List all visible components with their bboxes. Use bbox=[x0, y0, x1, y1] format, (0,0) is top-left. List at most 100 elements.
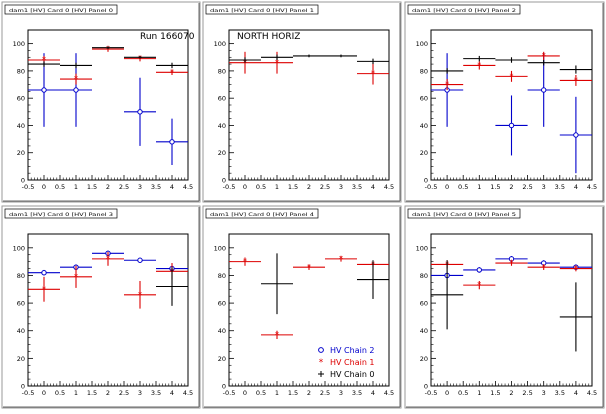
pad-frame bbox=[404, 1, 605, 203]
y-tick-label: 0 bbox=[222, 383, 226, 391]
x-tick-label: 0.5 bbox=[55, 183, 65, 191]
y-tick-label: 40 bbox=[420, 327, 428, 335]
x-tick-label: 0.5 bbox=[458, 183, 468, 191]
y-tick-label: 80 bbox=[420, 272, 428, 280]
series-0-marker bbox=[476, 267, 482, 273]
series-1-marker: * bbox=[510, 259, 514, 268]
x-tick-label: 1.5 bbox=[87, 183, 97, 191]
x-tick-label: 2.5 bbox=[522, 183, 532, 191]
x-tick-label: 1.5 bbox=[87, 389, 97, 397]
y-tick-label: 80 bbox=[218, 272, 226, 280]
series-1-marker: * bbox=[42, 56, 46, 65]
series-1-marker: * bbox=[275, 330, 279, 339]
x-tick-label: 0 bbox=[243, 183, 247, 191]
x-tick-label: 3.5 bbox=[151, 183, 161, 191]
x-tick-label: 1 bbox=[275, 183, 279, 191]
x-tick-label: 0 bbox=[445, 389, 449, 397]
x-tick-label: 0.5 bbox=[55, 389, 65, 397]
x-tick-label: -0.5 bbox=[22, 389, 35, 397]
y-tick-label: 80 bbox=[218, 67, 226, 75]
series-0-marker bbox=[573, 132, 579, 138]
y-tick-label: 0 bbox=[222, 177, 226, 185]
x-tick-label: 1.5 bbox=[288, 183, 298, 191]
legend-label: HV Chain 0 bbox=[330, 370, 375, 379]
series-1-marker: * bbox=[106, 45, 110, 54]
series-0-marker bbox=[169, 139, 175, 145]
plot-title: dam1 [HV] Card 0 [HV] Panel 0 bbox=[9, 8, 114, 13]
x-tick-label: 4.5 bbox=[183, 389, 193, 397]
x-tick-label: 4.5 bbox=[183, 183, 193, 191]
x-tick-label: 2 bbox=[307, 389, 311, 397]
x-tick-label: 2 bbox=[106, 389, 110, 397]
y-tick-label: 40 bbox=[420, 122, 428, 130]
y-tick-label: 20 bbox=[17, 149, 25, 157]
x-tick-label: 3 bbox=[138, 389, 142, 397]
y-tick-label: 100 bbox=[416, 40, 428, 48]
x-tick-label: 4.5 bbox=[384, 183, 394, 191]
pad-5: dam1 [HV] Card 0 [HV] Panel 402040608010… bbox=[202, 205, 402, 409]
x-tick-label: 4 bbox=[170, 183, 174, 191]
x-tick-label: 0 bbox=[42, 183, 46, 191]
title-box bbox=[407, 208, 521, 219]
x-tick-label: 3 bbox=[542, 389, 546, 397]
y-tick-label: 100 bbox=[214, 40, 226, 48]
y-tick-label: 40 bbox=[17, 122, 25, 130]
pad-frame bbox=[202, 205, 402, 409]
x-tick-label: 4 bbox=[574, 389, 578, 397]
x-tick-label: 3.5 bbox=[555, 389, 565, 397]
x-tick-label: 3.5 bbox=[555, 183, 565, 191]
series-1-marker: * bbox=[339, 254, 343, 263]
x-tick-label: 2.5 bbox=[119, 183, 129, 191]
x-tick-label: 2.5 bbox=[119, 389, 129, 397]
title-box bbox=[205, 208, 319, 219]
y-tick-label: 80 bbox=[17, 67, 25, 75]
y-tick-label: 60 bbox=[17, 95, 25, 103]
series-1-marker: * bbox=[477, 281, 481, 290]
series-1-marker: * bbox=[542, 52, 546, 61]
x-tick-label: 0.5 bbox=[256, 389, 266, 397]
y-tick-label: 40 bbox=[17, 327, 25, 335]
x-tick-label: -0.5 bbox=[22, 183, 35, 191]
plot-annotation: NORTH HORIZ bbox=[237, 32, 300, 42]
series-1-marker: * bbox=[445, 80, 449, 89]
x-tick-label: 4.5 bbox=[384, 389, 394, 397]
y-tick-label: 60 bbox=[218, 95, 226, 103]
y-tick-label: 60 bbox=[420, 95, 428, 103]
x-tick-label: 2.5 bbox=[320, 183, 330, 191]
x-tick-label: 0 bbox=[243, 389, 247, 397]
title-box bbox=[4, 4, 118, 15]
x-tick-label: -0.5 bbox=[223, 389, 236, 397]
y-tick-label: 0 bbox=[21, 177, 25, 185]
series-0-marker bbox=[137, 257, 143, 263]
series-1-marker: * bbox=[106, 254, 110, 263]
legend: HV Chain 2 * HV Chain 1 HV Chain 0 bbox=[318, 346, 375, 379]
x-tick-label: 4 bbox=[574, 183, 578, 191]
plot-title: dam1 [HV] Card 0 [HV] Panel 4 bbox=[210, 212, 315, 217]
series-1-marker: * bbox=[542, 263, 546, 272]
y-tick-label: 100 bbox=[13, 244, 25, 252]
series-0-marker bbox=[73, 87, 79, 93]
x-tick-label: 3 bbox=[542, 183, 546, 191]
x-tick-label: 2 bbox=[509, 183, 513, 191]
pad-6: dam1 [HV] Card 0 [HV] Panel 502040608010… bbox=[404, 205, 605, 409]
pad-frame bbox=[202, 1, 402, 203]
x-tick-label: 4 bbox=[371, 183, 375, 191]
series-1-marker: * bbox=[138, 290, 142, 299]
series-0-marker bbox=[137, 109, 143, 115]
y-tick-label: 100 bbox=[416, 244, 428, 252]
y-tick-label: 20 bbox=[420, 355, 428, 363]
pad-1: dam1 [HV] Card 0 [HV] Panel 0 Run 166070 0… bbox=[1, 1, 201, 203]
series-0-marker bbox=[541, 87, 547, 93]
x-tick-label: -0.5 bbox=[425, 183, 438, 191]
x-tick-label: 2 bbox=[106, 183, 110, 191]
series-1-marker: * bbox=[74, 75, 78, 84]
y-tick-label: 0 bbox=[21, 383, 25, 391]
y-tick-label: 0 bbox=[424, 177, 428, 185]
plot-title: dam1 [HV] Card 0 [HV] Panel 2 bbox=[412, 8, 517, 13]
y-tick-label: 60 bbox=[420, 300, 428, 308]
y-tick-label: 20 bbox=[420, 149, 428, 157]
series-1-marker: * bbox=[275, 58, 279, 67]
x-tick-label: 3 bbox=[339, 183, 343, 191]
y-tick-label: 60 bbox=[218, 300, 226, 308]
x-tick-label: 2 bbox=[307, 183, 311, 191]
